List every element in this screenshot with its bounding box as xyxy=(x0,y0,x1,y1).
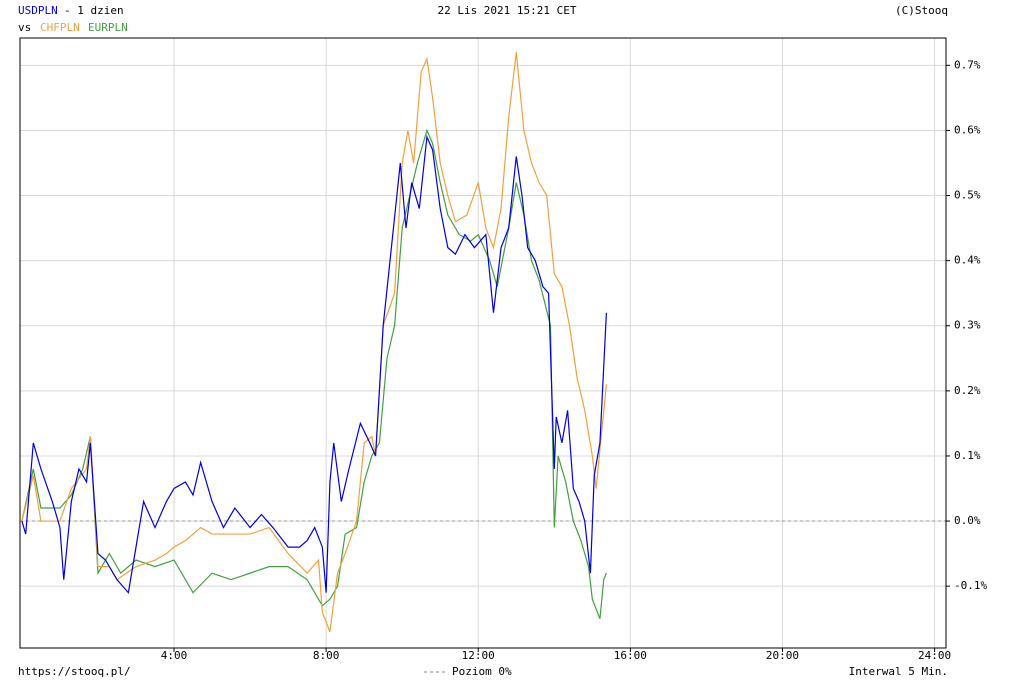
y-tick-label: 0.3% xyxy=(954,319,981,332)
series-line xyxy=(21,134,607,595)
interval: Interwal 5 Min. xyxy=(849,665,948,678)
x-tick-label: 24:00 xyxy=(918,649,951,662)
x-tick-label: 12:00 xyxy=(462,649,495,662)
y-tick-label: 0.2% xyxy=(954,384,981,397)
x-tick-label: 8:00 xyxy=(313,649,340,662)
x-tick-label: 16:00 xyxy=(614,649,647,662)
legend-entry: CHFPLN xyxy=(40,21,80,34)
period: - 1 dzien xyxy=(64,4,124,17)
copyright: (C)Stooq xyxy=(895,4,948,17)
y-tick-label: 0.6% xyxy=(954,123,981,136)
y-tick-label: 0.1% xyxy=(954,449,981,462)
plot-frame xyxy=(19,37,947,649)
y-tick-label: 0.4% xyxy=(954,254,981,267)
x-tick-label: 4:00 xyxy=(161,649,188,662)
y-tick-label: 0.0% xyxy=(954,514,981,527)
chart-title: 22 Lis 2021 15:21 CET xyxy=(437,4,576,17)
legend-entry: EURPLN xyxy=(88,21,128,34)
main-series-name: USDPLN xyxy=(18,4,58,17)
x-tick-label: 20:00 xyxy=(766,649,799,662)
y-tick-label: 0.7% xyxy=(954,58,981,71)
source: https://stooq.pl/ xyxy=(18,665,131,678)
y-tick-label: -0.1% xyxy=(954,579,987,592)
y-tick-label: 0.5% xyxy=(954,189,981,202)
reference-label: Poziom 0% xyxy=(452,665,512,678)
compare-label: vs xyxy=(18,21,31,34)
